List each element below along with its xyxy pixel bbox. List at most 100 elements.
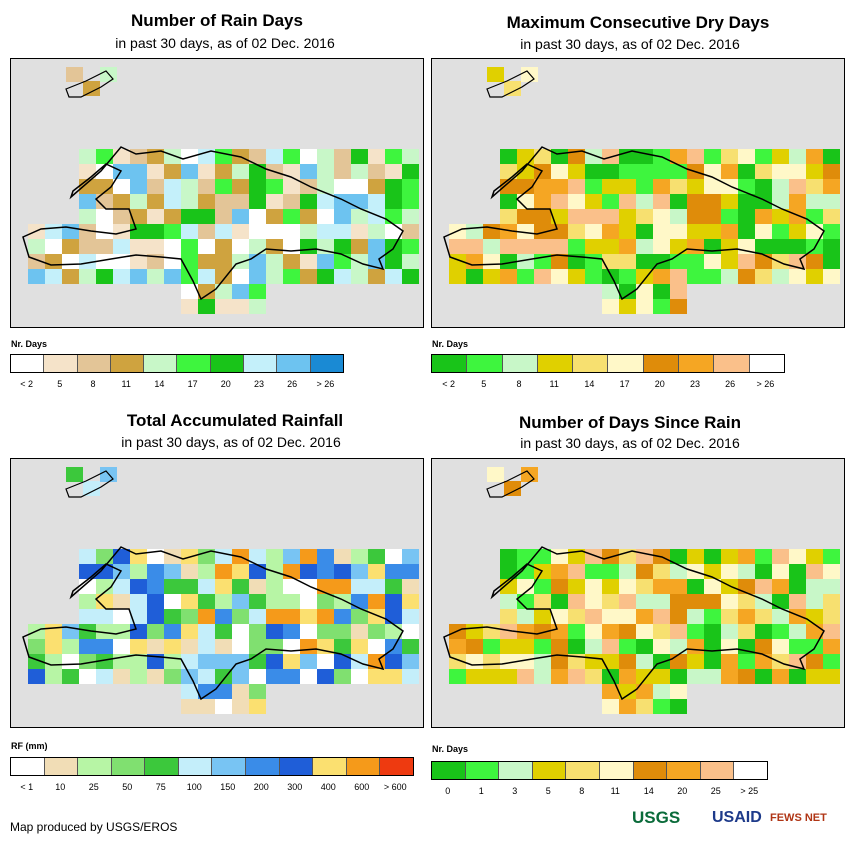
panel-4-subtitle: in past 30 days, as of 02 Dec. 2016 bbox=[520, 435, 740, 451]
legend-tick-label: 5 bbox=[57, 379, 63, 389]
heatmap-cell bbox=[670, 699, 687, 714]
heatmap-cell bbox=[198, 639, 215, 654]
heatmap-cell bbox=[232, 269, 249, 284]
heatmap-cell bbox=[772, 254, 789, 269]
island-outline bbox=[22, 546, 404, 701]
heatmap-cell bbox=[636, 564, 653, 579]
heatmap-cell bbox=[113, 269, 130, 284]
legend-tick-label: 50 bbox=[122, 782, 133, 792]
heatmap-cell bbox=[500, 254, 517, 269]
heatmap-cell bbox=[619, 209, 636, 224]
heatmap-cell bbox=[147, 254, 164, 269]
panel-1-title: Number of Rain Days bbox=[131, 11, 303, 30]
heatmap-cell bbox=[755, 609, 772, 624]
legend-tick-label: 17 bbox=[619, 379, 630, 389]
heatmap-cell bbox=[704, 209, 721, 224]
heatmap-cell bbox=[402, 654, 419, 669]
heatmap-cell bbox=[823, 639, 840, 654]
heatmap-cell bbox=[249, 654, 266, 669]
heatmap-cell bbox=[266, 254, 283, 269]
heatmap-cell bbox=[500, 549, 517, 564]
heatmap-cell bbox=[300, 654, 317, 669]
heatmap-cell bbox=[249, 179, 266, 194]
heatmap-cell bbox=[181, 284, 198, 299]
panel-4-legend-bar bbox=[431, 761, 768, 780]
small-island-outline bbox=[65, 70, 114, 98]
heatmap-cell bbox=[181, 654, 198, 669]
heatmap-cell bbox=[602, 179, 619, 194]
heatmap-cell bbox=[806, 239, 823, 254]
heatmap-cell bbox=[789, 194, 806, 209]
heatmap-cell bbox=[402, 564, 419, 579]
heatmap-cell bbox=[266, 179, 283, 194]
legend-swatch bbox=[714, 355, 750, 372]
heatmap-cell bbox=[670, 624, 687, 639]
legend-tick-label: 14 bbox=[584, 379, 595, 389]
heatmap-cell bbox=[130, 609, 147, 624]
heatmap-cell bbox=[62, 654, 79, 669]
heatmap-cell bbox=[334, 624, 351, 639]
heatmap-cell bbox=[164, 609, 181, 624]
heatmap-cell bbox=[585, 639, 602, 654]
heatmap-cell bbox=[755, 194, 772, 209]
heatmap-cell bbox=[96, 639, 113, 654]
heatmap-cell bbox=[568, 209, 585, 224]
panel-1-subtitle: in past 30 days, as of 02 Dec. 2016 bbox=[115, 35, 335, 51]
heatmap-cell bbox=[755, 624, 772, 639]
legend-swatch bbox=[178, 758, 213, 775]
heatmap-cell bbox=[130, 669, 147, 684]
heatmap-cell bbox=[300, 254, 317, 269]
heatmap-cell bbox=[181, 299, 198, 314]
heatmap-cell bbox=[534, 609, 551, 624]
legend-tick-label: < 2 bbox=[20, 379, 33, 389]
heatmap-cell bbox=[368, 239, 385, 254]
heatmap-cell bbox=[266, 624, 283, 639]
heatmap-cell bbox=[181, 669, 198, 684]
heatmap-cell bbox=[368, 669, 385, 684]
heatmap-cell bbox=[534, 209, 551, 224]
heatmap-cell bbox=[568, 624, 585, 639]
heatmap-cell bbox=[551, 669, 568, 684]
panel-2-subtitle: in past 30 days, as of 02 Dec. 2016 bbox=[520, 36, 740, 52]
heatmap-cell bbox=[317, 149, 334, 164]
legend-tick-label: 8 bbox=[579, 786, 585, 796]
heatmap-cell bbox=[806, 149, 823, 164]
heatmap-cell bbox=[266, 609, 283, 624]
heatmap-cell bbox=[466, 639, 483, 654]
heatmap-cell bbox=[385, 269, 402, 284]
heatmap-cell bbox=[249, 564, 266, 579]
heatmap-cell bbox=[721, 669, 738, 684]
heatmap-cell bbox=[653, 684, 670, 699]
heatmap-cell bbox=[670, 179, 687, 194]
heatmap-cell bbox=[147, 564, 164, 579]
heatmap-cell bbox=[283, 639, 300, 654]
heatmap-cell bbox=[232, 299, 249, 314]
heatmap-cell bbox=[300, 194, 317, 209]
heatmap-cell bbox=[823, 209, 840, 224]
heatmap-cell bbox=[266, 669, 283, 684]
heatmap-cell bbox=[755, 549, 772, 564]
heatmap-cell bbox=[45, 624, 62, 639]
heatmap-cell bbox=[721, 269, 738, 284]
heatmap-cell bbox=[79, 669, 96, 684]
heatmap-cell bbox=[602, 254, 619, 269]
heatmap-cell bbox=[653, 594, 670, 609]
heatmap-cell bbox=[96, 149, 113, 164]
legend-swatch bbox=[532, 762, 567, 779]
heatmap-cell bbox=[585, 549, 602, 564]
legend-swatch bbox=[432, 355, 468, 372]
heatmap-cell bbox=[517, 149, 534, 164]
heatmap-cell bbox=[351, 594, 368, 609]
heatmap-cell bbox=[181, 254, 198, 269]
heatmap-cell bbox=[300, 609, 317, 624]
legend-swatch bbox=[465, 762, 500, 779]
heatmap-cell bbox=[704, 239, 721, 254]
heatmap-cell bbox=[602, 609, 619, 624]
heatmap-cell bbox=[466, 624, 483, 639]
heatmap-cell bbox=[772, 269, 789, 284]
heatmap-cell bbox=[96, 594, 113, 609]
heatmap-cell bbox=[283, 609, 300, 624]
panel-2-legend-bar bbox=[431, 354, 785, 373]
heatmap-cell bbox=[585, 594, 602, 609]
heatmap-cell bbox=[517, 594, 534, 609]
